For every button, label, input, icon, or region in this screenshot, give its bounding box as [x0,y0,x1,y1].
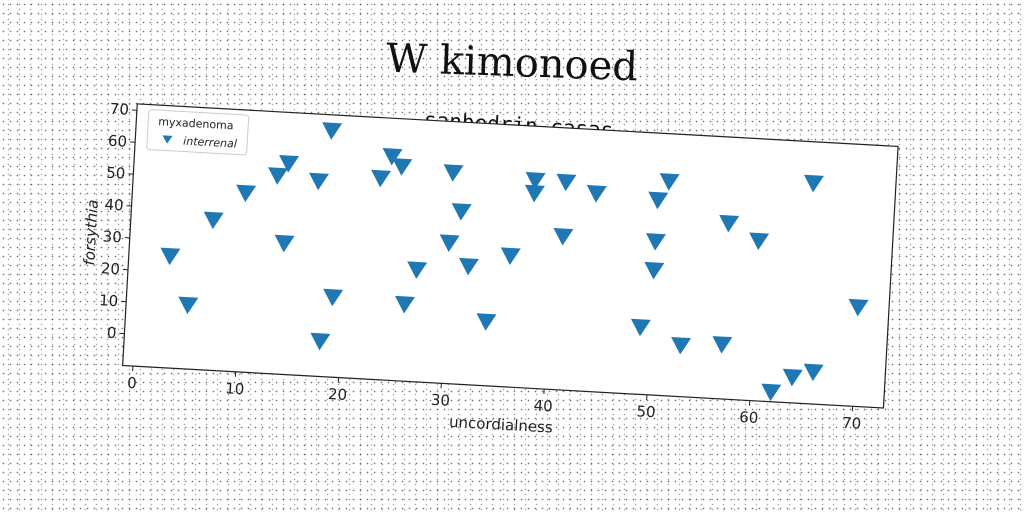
y-tick-label: 30 [102,227,122,246]
data-points [160,122,869,402]
scatter-point [645,233,666,251]
y-axis-label: forsythia [80,199,102,266]
x-tick-label: 10 [225,379,245,398]
x-tick-label: 20 [328,385,348,404]
scatter-point [371,169,392,188]
x-tick-label: 60 [739,408,759,427]
scatter-point [749,232,770,251]
y-tick-label: 0 [106,324,117,343]
scatter-point [630,318,651,337]
scatter-point [394,295,415,314]
scatter-point [451,203,472,221]
scatter-point [524,184,545,203]
scatter-point [556,173,577,192]
scatter-point [476,313,497,331]
scatter-point [648,191,669,210]
scatter-point [310,332,331,351]
x-tick-label: 40 [533,397,553,416]
y-tick-label: 50 [106,164,126,183]
x-axis: 0 10 20 30 40 50 60 70 [127,366,862,433]
legend-entry-interrenal: interrenal [183,135,237,151]
scatter-point [671,336,692,355]
scatter-point [323,288,344,307]
y-tick-label: 10 [99,291,119,310]
scatter-point [712,336,733,354]
scatter-point [407,261,428,279]
y-tick-label: 70 [109,100,129,119]
scatter-point [644,261,665,280]
scatter-point [525,172,546,190]
legend-marker-icon [162,135,173,144]
scatter-point [178,296,199,315]
scatter-point [382,148,403,166]
x-tick-label: 0 [127,374,138,393]
scatter-point [279,155,300,173]
x-tick-label: 30 [430,391,450,410]
scatter-point [236,184,257,203]
scatter-point [160,247,181,266]
scatter-point [322,122,343,140]
scatter-point [719,214,740,233]
scatter-point [803,174,824,193]
scatter-point [848,298,869,317]
legend-box [146,109,250,156]
legend-title: myxadenoma [158,115,234,132]
scatter-point [803,363,824,382]
scatter-point [203,211,224,230]
y-tick-label: 60 [108,132,128,151]
scatter-point [443,164,464,182]
y-tick-label: 20 [100,259,120,278]
y-axis: 0 10 20 30 40 50 60 70 [99,100,137,343]
scatter-point [586,185,607,203]
scatter-point [659,173,680,191]
y-tick-label: 40 [104,196,124,215]
scatter-point [553,227,574,246]
x-tick-label: 70 [842,414,862,433]
scatter-point [782,368,803,387]
legend: myxadenoma interrenal [146,109,250,156]
scatter-point [268,167,289,185]
scatter-point [761,383,782,402]
scatter-point [439,234,460,252]
scatter-point [392,158,413,176]
scatter-point [309,172,329,191]
scatter-point [458,257,479,276]
scatter-point [274,234,295,253]
x-axis-label: uncordialness [449,413,554,437]
scatter-point [500,247,521,265]
x-tick-label: 50 [636,402,656,421]
